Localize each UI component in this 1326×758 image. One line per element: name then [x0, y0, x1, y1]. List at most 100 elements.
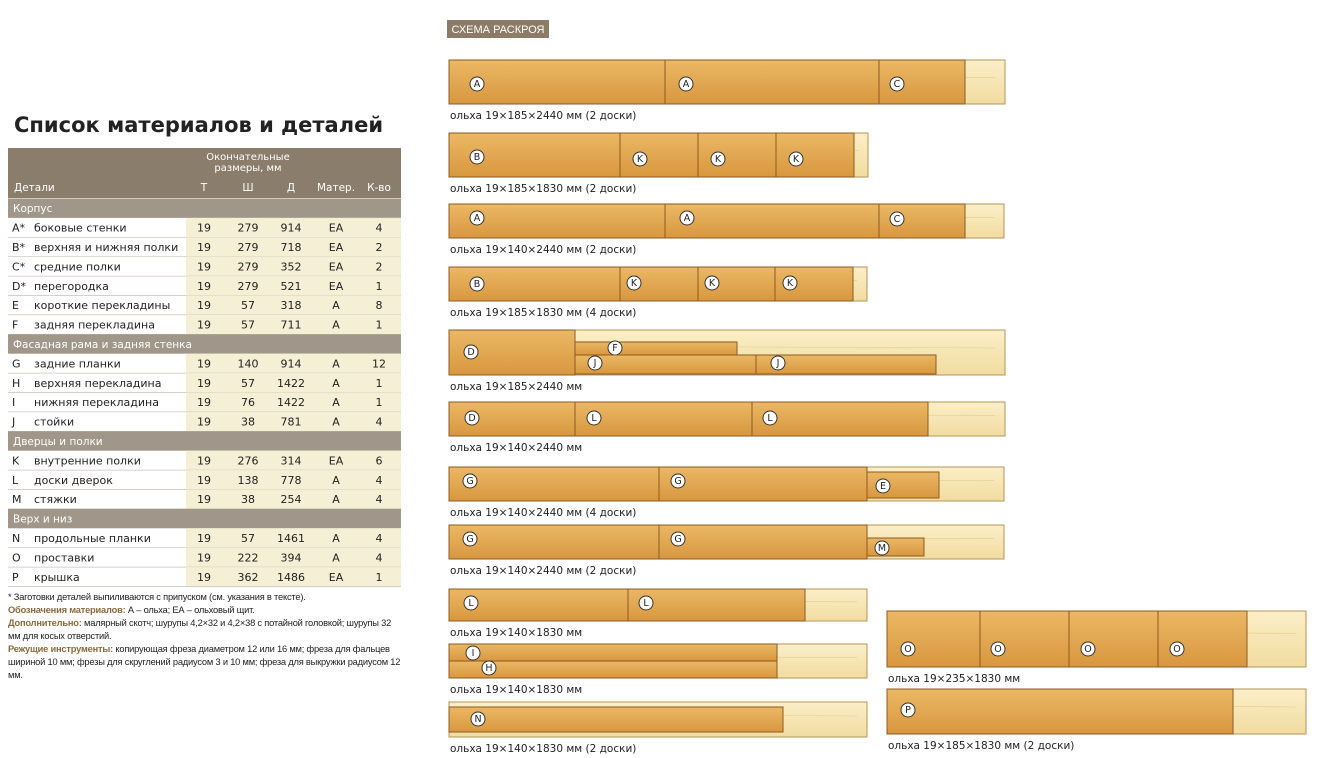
cell: 19 [197, 493, 211, 506]
cell: 914 [281, 222, 302, 235]
cell: D* [12, 280, 26, 293]
piece-label: O [994, 644, 1001, 655]
piece [574, 401, 753, 437]
piece [448, 660, 778, 679]
piece-marker [481, 660, 497, 676]
piece [1068, 610, 1159, 668]
cell: E [12, 299, 19, 312]
header-group: размеры, мм [214, 163, 281, 174]
cell: 1486 [277, 571, 305, 584]
cell: 19 [197, 551, 211, 564]
piece-marker [638, 595, 654, 611]
piece-label: E [880, 481, 886, 492]
cell: 8 [376, 299, 383, 312]
piece-label: M [878, 543, 886, 554]
piece-label: O [904, 644, 911, 655]
cell: A [332, 319, 340, 332]
piece-marker [586, 410, 602, 426]
cell: задняя перекладина [34, 319, 155, 332]
piece [574, 341, 738, 356]
piece [448, 203, 666, 239]
cell: L [12, 474, 19, 487]
cell: 222 [238, 551, 259, 564]
cell: I [12, 396, 15, 409]
board-caption: ольха 19×185×2440 мм (2 доски) [450, 110, 636, 122]
piece-marker [1169, 641, 1185, 657]
cell: O [12, 551, 21, 564]
cell-bg [186, 450, 401, 471]
cell: B* [12, 241, 26, 254]
cell-bg [186, 295, 401, 315]
cell: 362 [238, 571, 259, 584]
board-caption: ольха 19×140×1830 мм [450, 684, 582, 696]
cell: доски дверок [34, 474, 113, 487]
cell: A [332, 493, 340, 506]
cell-bg [186, 353, 401, 374]
piece [627, 588, 806, 622]
cell: 279 [238, 222, 259, 235]
piece-label: D [467, 347, 474, 358]
cell: нижняя перекладина [34, 396, 159, 409]
cell: 2 [376, 260, 383, 273]
cell: 38 [241, 416, 255, 429]
piece-marker [632, 151, 648, 167]
cell: A [332, 299, 340, 312]
cell: 394 [281, 551, 302, 564]
piece-marker [464, 410, 480, 426]
piece [979, 610, 1070, 668]
board-caption: ольха 19×185×1830 мм (2 доски) [888, 740, 1074, 752]
cell: G [12, 357, 21, 370]
piece [448, 706, 784, 733]
cell: 279 [238, 280, 259, 293]
note-label: Дополнительно: [8, 618, 82, 628]
piece-marker [874, 540, 890, 556]
piece [619, 132, 699, 178]
piece-marker [469, 76, 485, 92]
cell: 19 [197, 260, 211, 273]
piece-label: A [683, 79, 690, 90]
piece-marker [704, 275, 720, 291]
cell: крышка [34, 571, 80, 584]
piece [697, 132, 777, 178]
cell: продольные планки [34, 532, 151, 545]
note-text: копирующая фреза диаметром 12 или 16 мм;… [8, 644, 401, 680]
cell: 57 [241, 299, 255, 312]
cell: 138 [238, 474, 259, 487]
cell: 4 [376, 474, 383, 487]
section-name: Верх и низ [13, 514, 72, 526]
cell: 19 [197, 416, 211, 429]
cell: 778 [281, 474, 302, 487]
piece-label: J [776, 358, 780, 369]
piece-marker [1080, 641, 1096, 657]
cell: N [12, 532, 20, 545]
cell: EA [329, 280, 344, 293]
piece-label: K [631, 278, 638, 289]
piece [658, 466, 868, 502]
cell: 19 [197, 222, 211, 235]
cell: K [12, 454, 20, 467]
cell: M [12, 493, 22, 506]
section-name: Фасадная рама и задняя стенка [13, 339, 192, 351]
piece-marker [788, 151, 804, 167]
section-row [8, 198, 401, 218]
board-caption: ольха 19×140×1830 мм (2 доски) [450, 743, 636, 755]
board-caption: ольха 19×140×2440 мм (2 доски) [450, 565, 636, 577]
cell: H [12, 377, 20, 390]
piece-marker [462, 473, 478, 489]
cell: перегородка [34, 280, 109, 293]
cell-bg [186, 392, 401, 412]
cell: EA [329, 454, 344, 467]
piece-marker [469, 210, 485, 226]
piece-label: K [787, 278, 794, 289]
board-caption: ольха 19×140×2440 мм (4 доски) [450, 507, 636, 519]
cell: 57 [241, 377, 255, 390]
piece-label: K [793, 154, 800, 165]
title: Список материалов и деталей [14, 113, 383, 137]
piece [1157, 610, 1248, 668]
cell-bg [186, 314, 401, 335]
piece-marker [679, 210, 695, 226]
board-caption: ольха 19×185×1830 мм (4 доски) [450, 307, 636, 319]
piece-label: A [474, 213, 481, 224]
cell: стяжки [34, 493, 77, 506]
piece-marker [710, 151, 726, 167]
